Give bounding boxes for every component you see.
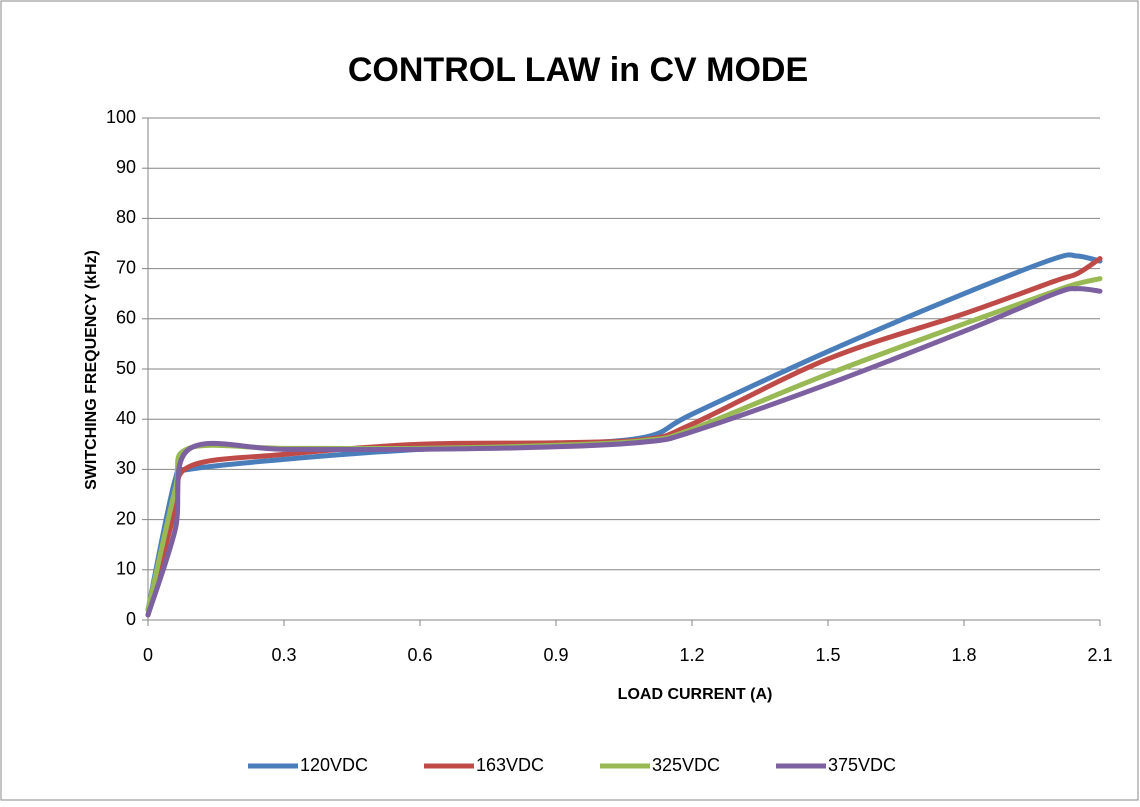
y-axis-label: SWITCHING FREQUENCY (kHz) xyxy=(83,250,100,490)
x-tick-label: 2.1 xyxy=(1087,645,1112,665)
x-tick-label: 1.2 xyxy=(679,645,704,665)
legend-label: 120VDC xyxy=(300,755,368,775)
y-tick-label: 60 xyxy=(116,308,136,328)
legend-label: 375VDC xyxy=(828,755,896,775)
y-tick-label: 10 xyxy=(116,559,136,579)
y-tick-label: 20 xyxy=(116,508,136,528)
x-tick-label: 0.9 xyxy=(543,645,568,665)
y-tick-label: 90 xyxy=(116,157,136,177)
x-tick-label: 1.5 xyxy=(815,645,840,665)
chart-title: CONTROL LAW in CV MODE xyxy=(348,51,808,89)
y-tick-label: 50 xyxy=(116,358,136,378)
y-tick-label: 40 xyxy=(116,408,136,428)
legend-label: 325VDC xyxy=(652,755,720,775)
y-tick-label: 0 xyxy=(126,609,136,629)
y-tick-label: 70 xyxy=(116,257,136,277)
y-tick-label: 30 xyxy=(116,458,136,478)
x-tick-label: 1.8 xyxy=(951,645,976,665)
series-line xyxy=(145,286,1103,618)
x-axis-label: LOAD CURRENT (A) xyxy=(618,686,773,703)
y-tick-label: 80 xyxy=(116,207,136,227)
x-tick-label: 0.6 xyxy=(407,645,432,665)
legend-label: 163VDC xyxy=(476,755,544,775)
x-tick-label: 0.3 xyxy=(271,645,296,665)
y-tick-label: 100 xyxy=(106,107,136,127)
x-tick-label: 0 xyxy=(143,645,153,665)
